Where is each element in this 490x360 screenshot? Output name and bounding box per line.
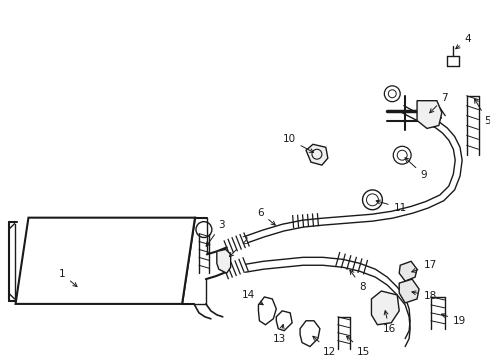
Text: 2: 2 — [229, 237, 248, 257]
Text: 6: 6 — [257, 208, 275, 225]
Text: 13: 13 — [272, 324, 286, 343]
Text: 10: 10 — [283, 134, 314, 152]
Text: 16: 16 — [383, 311, 396, 334]
Text: 7: 7 — [430, 93, 448, 113]
Polygon shape — [371, 291, 399, 325]
Polygon shape — [399, 279, 419, 303]
Text: 17: 17 — [412, 260, 437, 273]
Text: 8: 8 — [350, 270, 366, 292]
Text: 18: 18 — [412, 291, 437, 301]
Text: 1: 1 — [59, 269, 77, 287]
Text: 14: 14 — [242, 290, 263, 305]
Text: 15: 15 — [346, 336, 370, 356]
Text: 19: 19 — [441, 314, 466, 326]
Text: 3: 3 — [206, 220, 225, 246]
Text: 5: 5 — [474, 99, 490, 126]
Polygon shape — [417, 101, 442, 129]
Polygon shape — [16, 218, 195, 304]
Text: 9: 9 — [405, 158, 427, 180]
Text: 4: 4 — [456, 34, 471, 49]
Text: 11: 11 — [376, 200, 407, 213]
Polygon shape — [217, 249, 231, 273]
Text: 12: 12 — [313, 336, 337, 356]
Polygon shape — [399, 261, 417, 281]
Polygon shape — [306, 144, 328, 165]
